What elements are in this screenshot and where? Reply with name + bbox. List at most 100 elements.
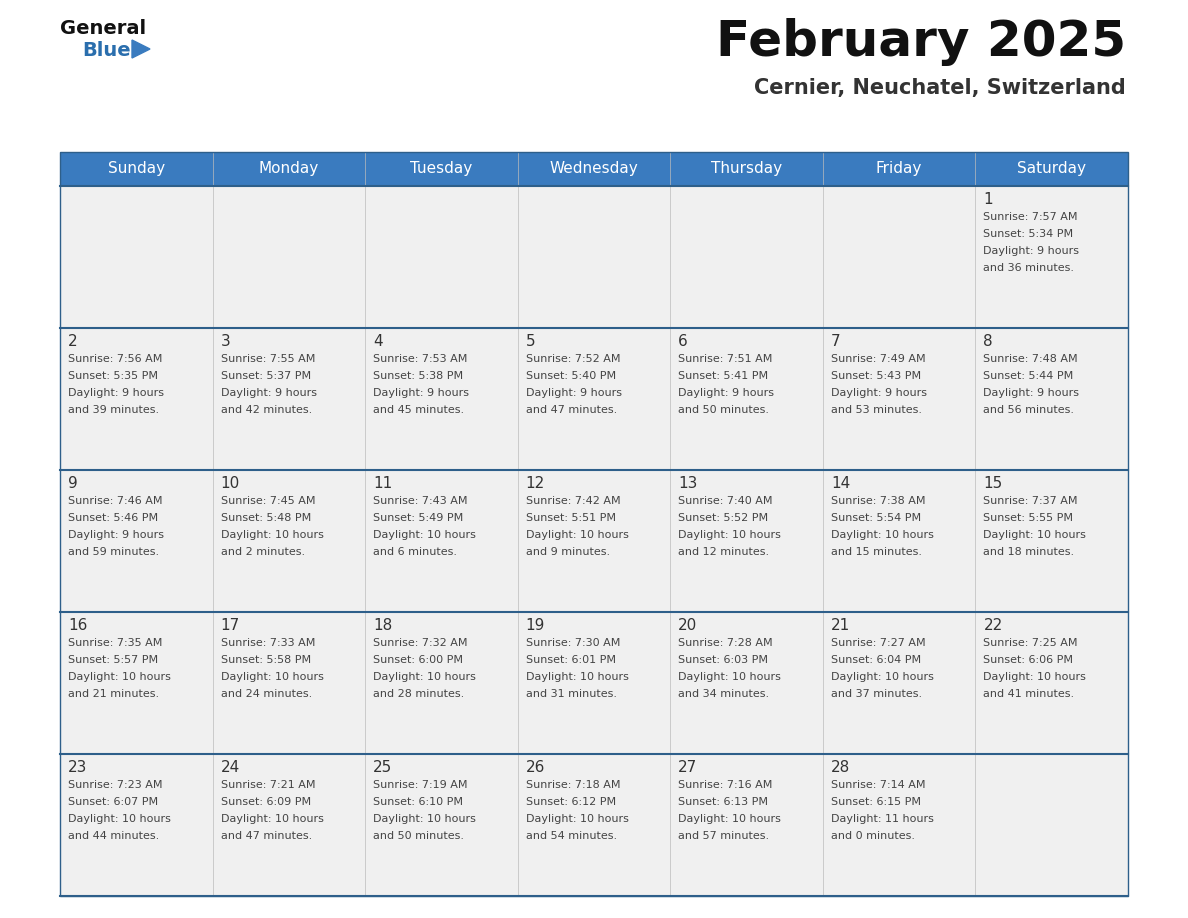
Text: Sunset: 5:57 PM: Sunset: 5:57 PM xyxy=(68,655,158,665)
Bar xyxy=(61,152,1127,896)
Text: 15: 15 xyxy=(984,476,1003,491)
Text: Daylight: 10 hours: Daylight: 10 hours xyxy=(373,530,476,540)
Text: Sunrise: 7:45 AM: Sunrise: 7:45 AM xyxy=(221,496,315,506)
Text: 6: 6 xyxy=(678,334,688,349)
Text: Sunset: 5:58 PM: Sunset: 5:58 PM xyxy=(221,655,311,665)
Text: Sunrise: 7:38 AM: Sunrise: 7:38 AM xyxy=(830,496,925,506)
Text: Sunrise: 7:55 AM: Sunrise: 7:55 AM xyxy=(221,354,315,364)
Text: Sunrise: 7:43 AM: Sunrise: 7:43 AM xyxy=(373,496,468,506)
Text: and 21 minutes.: and 21 minutes. xyxy=(68,689,159,699)
Text: and 57 minutes.: and 57 minutes. xyxy=(678,831,770,841)
Text: 20: 20 xyxy=(678,618,697,633)
Text: and 34 minutes.: and 34 minutes. xyxy=(678,689,770,699)
Text: Sunrise: 7:49 AM: Sunrise: 7:49 AM xyxy=(830,354,925,364)
Text: 3: 3 xyxy=(221,334,230,349)
Bar xyxy=(975,328,1127,470)
Text: Sunrise: 7:14 AM: Sunrise: 7:14 AM xyxy=(830,780,925,790)
Text: 22: 22 xyxy=(984,618,1003,633)
Text: and 18 minutes.: and 18 minutes. xyxy=(984,547,1075,557)
Bar xyxy=(975,612,1127,754)
Bar xyxy=(213,612,365,754)
Text: Sunset: 6:04 PM: Sunset: 6:04 PM xyxy=(830,655,921,665)
Text: Daylight: 10 hours: Daylight: 10 hours xyxy=(678,672,782,682)
Text: and 42 minutes.: and 42 minutes. xyxy=(221,405,311,415)
Bar xyxy=(61,754,213,896)
Bar xyxy=(518,612,670,754)
Text: and 47 minutes.: and 47 minutes. xyxy=(221,831,311,841)
Bar xyxy=(670,328,823,470)
Text: Sunrise: 7:23 AM: Sunrise: 7:23 AM xyxy=(68,780,163,790)
Text: Daylight: 10 hours: Daylight: 10 hours xyxy=(221,530,323,540)
Text: Daylight: 9 hours: Daylight: 9 hours xyxy=(526,388,621,398)
Text: Sunrise: 7:21 AM: Sunrise: 7:21 AM xyxy=(221,780,315,790)
Polygon shape xyxy=(132,40,150,58)
Text: Daylight: 9 hours: Daylight: 9 hours xyxy=(830,388,927,398)
Text: Sunset: 5:44 PM: Sunset: 5:44 PM xyxy=(984,371,1074,381)
Text: Sunset: 5:46 PM: Sunset: 5:46 PM xyxy=(68,513,158,523)
Bar xyxy=(975,186,1127,328)
Text: and 41 minutes.: and 41 minutes. xyxy=(984,689,1075,699)
Text: Sunrise: 7:48 AM: Sunrise: 7:48 AM xyxy=(984,354,1078,364)
Text: and 6 minutes.: and 6 minutes. xyxy=(373,547,457,557)
Text: and 44 minutes.: and 44 minutes. xyxy=(68,831,159,841)
Text: Sunset: 6:13 PM: Sunset: 6:13 PM xyxy=(678,797,769,807)
Text: and 12 minutes.: and 12 minutes. xyxy=(678,547,770,557)
Text: February 2025: February 2025 xyxy=(716,18,1126,66)
Text: and 47 minutes.: and 47 minutes. xyxy=(526,405,617,415)
Text: Daylight: 10 hours: Daylight: 10 hours xyxy=(830,530,934,540)
Text: Daylight: 10 hours: Daylight: 10 hours xyxy=(984,672,1086,682)
Text: Sunrise: 7:32 AM: Sunrise: 7:32 AM xyxy=(373,638,468,648)
Text: Sunset: 5:41 PM: Sunset: 5:41 PM xyxy=(678,371,769,381)
Text: Sunset: 5:55 PM: Sunset: 5:55 PM xyxy=(984,513,1074,523)
Text: Sunset: 5:35 PM: Sunset: 5:35 PM xyxy=(68,371,158,381)
Text: and 0 minutes.: and 0 minutes. xyxy=(830,831,915,841)
Text: Blue: Blue xyxy=(82,41,131,60)
Bar xyxy=(823,754,975,896)
Text: Sunrise: 7:35 AM: Sunrise: 7:35 AM xyxy=(68,638,163,648)
Bar xyxy=(518,186,670,328)
Text: 12: 12 xyxy=(526,476,545,491)
Text: and 56 minutes.: and 56 minutes. xyxy=(984,405,1074,415)
Bar xyxy=(518,328,670,470)
Text: Monday: Monday xyxy=(259,162,320,176)
Text: Daylight: 10 hours: Daylight: 10 hours xyxy=(678,530,782,540)
Text: Sunset: 5:49 PM: Sunset: 5:49 PM xyxy=(373,513,463,523)
Text: Sunset: 6:12 PM: Sunset: 6:12 PM xyxy=(526,797,615,807)
Text: Sunset: 5:48 PM: Sunset: 5:48 PM xyxy=(221,513,311,523)
Text: and 54 minutes.: and 54 minutes. xyxy=(526,831,617,841)
Text: Sunset: 5:54 PM: Sunset: 5:54 PM xyxy=(830,513,921,523)
Text: and 36 minutes.: and 36 minutes. xyxy=(984,263,1074,273)
Text: 18: 18 xyxy=(373,618,392,633)
Text: 10: 10 xyxy=(221,476,240,491)
Text: Daylight: 10 hours: Daylight: 10 hours xyxy=(373,672,476,682)
Text: Wednesday: Wednesday xyxy=(550,162,638,176)
Text: and 53 minutes.: and 53 minutes. xyxy=(830,405,922,415)
Text: 2: 2 xyxy=(68,334,77,349)
Bar xyxy=(365,470,518,612)
Text: Sunrise: 7:51 AM: Sunrise: 7:51 AM xyxy=(678,354,772,364)
Text: 9: 9 xyxy=(68,476,77,491)
Text: Sunset: 5:43 PM: Sunset: 5:43 PM xyxy=(830,371,921,381)
Text: and 9 minutes.: and 9 minutes. xyxy=(526,547,609,557)
Text: Thursday: Thursday xyxy=(710,162,782,176)
Bar xyxy=(61,612,213,754)
Text: 26: 26 xyxy=(526,760,545,775)
Text: Sunday: Sunday xyxy=(108,162,165,176)
Text: Daylight: 10 hours: Daylight: 10 hours xyxy=(373,814,476,824)
Text: 7: 7 xyxy=(830,334,840,349)
Bar xyxy=(213,470,365,612)
Text: Sunset: 5:40 PM: Sunset: 5:40 PM xyxy=(526,371,615,381)
Bar xyxy=(365,612,518,754)
Text: Sunrise: 7:56 AM: Sunrise: 7:56 AM xyxy=(68,354,163,364)
Text: Sunrise: 7:57 AM: Sunrise: 7:57 AM xyxy=(984,212,1078,222)
Text: Sunrise: 7:42 AM: Sunrise: 7:42 AM xyxy=(526,496,620,506)
Text: and 50 minutes.: and 50 minutes. xyxy=(373,831,465,841)
Bar xyxy=(670,470,823,612)
Text: Daylight: 9 hours: Daylight: 9 hours xyxy=(984,388,1080,398)
Bar xyxy=(975,470,1127,612)
Bar xyxy=(213,186,365,328)
Text: 11: 11 xyxy=(373,476,392,491)
Text: Daylight: 10 hours: Daylight: 10 hours xyxy=(984,530,1086,540)
Bar xyxy=(823,328,975,470)
Text: Tuesday: Tuesday xyxy=(410,162,473,176)
